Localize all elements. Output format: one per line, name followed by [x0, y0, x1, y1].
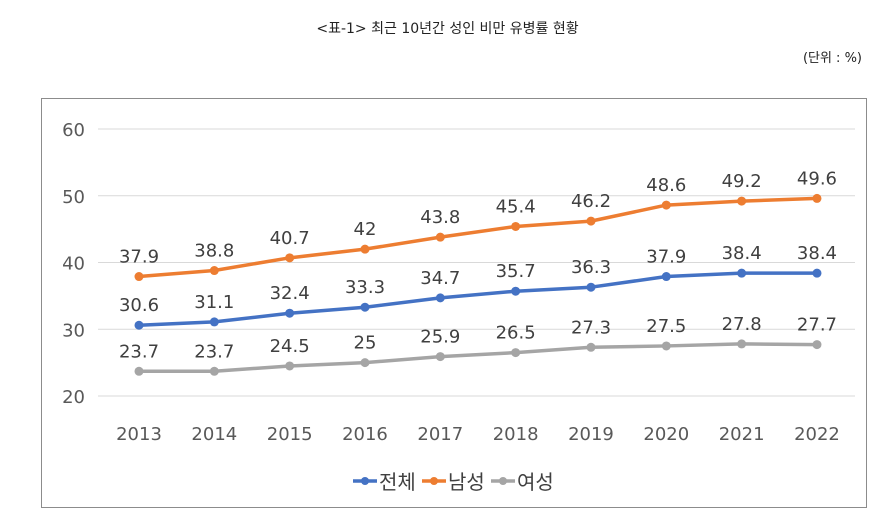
x-tick-label: 2021: [719, 424, 765, 445]
data-label: 24.5: [270, 336, 310, 357]
data-label: 38.4: [722, 243, 762, 264]
data-label: 27.8: [722, 314, 762, 335]
legend-label: 남성: [448, 470, 485, 494]
data-point: [209, 317, 219, 327]
x-tick-label: 2020: [643, 424, 689, 445]
legend-marker: [499, 477, 507, 485]
legend-label: 여성: [517, 470, 554, 494]
x-tick-label: 2017: [417, 424, 463, 445]
data-label: 37.9: [119, 247, 159, 268]
x-tick-label: 2013: [116, 424, 162, 445]
data-point: [586, 342, 596, 352]
data-point: [435, 232, 445, 242]
data-label: 34.7: [420, 268, 460, 289]
data-point: [661, 272, 671, 282]
data-point: [134, 272, 144, 282]
data-point: [134, 366, 144, 376]
data-label: 23.7: [194, 341, 234, 362]
data-label: 27.5: [646, 316, 686, 337]
data-point: [134, 320, 144, 330]
data-point: [661, 341, 671, 351]
series-line: [139, 342, 817, 374]
y-tick-label: 20: [62, 387, 85, 408]
x-tick-label: 2018: [493, 424, 539, 445]
data-point: [435, 293, 445, 303]
legend-label: 전체: [379, 470, 416, 494]
data-label: 30.6: [119, 295, 159, 316]
data-label: 37.9: [646, 247, 686, 268]
data-point: [737, 339, 747, 349]
data-point: [511, 348, 521, 358]
data-point: [285, 361, 295, 371]
data-point: [285, 308, 295, 318]
y-tick-label: 60: [62, 120, 85, 141]
y-tick-label: 50: [62, 187, 85, 208]
chart-frame: [41, 98, 867, 508]
series-line: [138, 196, 818, 279]
x-tick-label: 2019: [568, 424, 614, 445]
x-tick-label: 2014: [191, 424, 237, 445]
data-label: 25.9: [420, 327, 460, 348]
data-label: 49.2: [722, 171, 762, 192]
data-point: [285, 253, 295, 263]
data-point: [511, 286, 521, 296]
data-label: 40.7: [270, 228, 310, 249]
data-label: 43.8: [420, 207, 460, 228]
data-point: [812, 268, 822, 278]
data-label: 38.4: [797, 243, 837, 264]
data-label: 26.5: [496, 323, 536, 344]
data-label: 36.3: [571, 257, 611, 278]
data-label: 48.6: [646, 175, 686, 196]
data-label: 25: [354, 333, 377, 354]
data-label: 45.4: [496, 196, 536, 217]
legend-marker: [430, 477, 438, 485]
data-label: 42: [354, 219, 377, 240]
data-label: 31.1: [194, 292, 234, 313]
data-point: [209, 266, 219, 276]
y-tick-label: 40: [62, 254, 85, 275]
x-tick-label: 2015: [267, 424, 313, 445]
legend-marker: [361, 477, 369, 485]
y-tick-label: 30: [62, 320, 85, 341]
data-label: 49.6: [797, 168, 837, 189]
data-point: [586, 282, 596, 292]
data-point: [737, 196, 747, 206]
data-label: 33.3: [345, 277, 385, 298]
data-point: [360, 358, 370, 368]
data-point: [586, 216, 596, 226]
data-point: [737, 268, 747, 278]
data-point: [661, 200, 671, 210]
x-tick-label: 2022: [794, 424, 840, 445]
data-label: 32.4: [270, 283, 310, 304]
data-point: [435, 352, 445, 362]
data-point: [209, 366, 219, 376]
data-label: 46.2: [571, 191, 611, 212]
x-tick-label: 2016: [342, 424, 388, 445]
series-line: [138, 271, 817, 327]
data-label: 27.7: [797, 315, 837, 336]
data-label: 35.7: [496, 261, 536, 282]
data-point: [812, 340, 822, 350]
data-point: [360, 244, 370, 254]
chart-title: <표-1> 최근 10년간 성인 비만 유병률 현황: [316, 21, 579, 37]
data-point: [360, 302, 370, 312]
data-label: 27.3: [571, 317, 611, 338]
data-point: [812, 193, 822, 203]
data-label: 38.8: [194, 241, 234, 262]
data-point: [511, 221, 521, 231]
unit-label: (단위 : %): [802, 51, 862, 66]
data-label: 23.7: [119, 341, 159, 362]
